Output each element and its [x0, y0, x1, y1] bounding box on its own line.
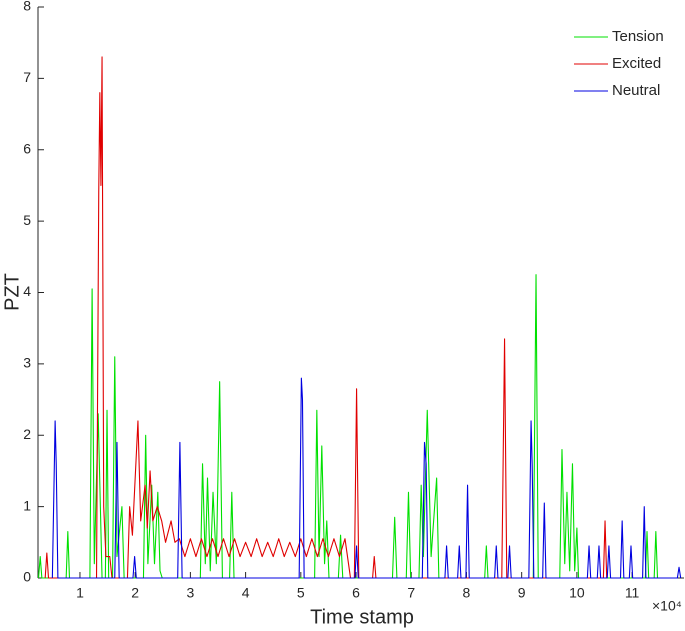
x-tick-label: 6	[352, 585, 360, 601]
x-tick-label: 1	[76, 585, 84, 601]
x-tick-label: 9	[518, 585, 526, 601]
legend-box	[561, 19, 681, 112]
x-tick-label: 10	[569, 585, 585, 601]
y-axis-label: PZT	[1, 273, 23, 311]
y-tick-label: 0	[23, 569, 31, 585]
x-tick-label: 11	[625, 585, 640, 601]
y-tick-label: 1	[23, 497, 31, 513]
series-line	[44, 56, 608, 579]
x-tick-label: 8	[463, 585, 471, 601]
y-tick-label: 3	[23, 355, 31, 371]
y-tick-label: 4	[23, 283, 31, 299]
x-multiplier: ×10⁴	[652, 598, 682, 614]
x-tick-label: 7	[407, 585, 415, 601]
y-tick-label: 5	[23, 212, 31, 228]
y-tick-label: 8	[23, 0, 31, 14]
x-tick-label: 5	[297, 585, 305, 601]
y-tick-label: 6	[23, 140, 31, 156]
x-tick-label: 2	[131, 585, 139, 601]
x-tick-label: 3	[186, 585, 194, 601]
y-tick-label: 2	[23, 426, 31, 442]
legend-label: Neutral	[612, 82, 660, 99]
y-tick-label: 7	[23, 69, 31, 85]
x-tick-label: 4	[242, 585, 250, 601]
x-axis-label: Time stamp	[310, 606, 414, 628]
series-line	[38, 274, 659, 579]
series-line	[51, 377, 682, 579]
legend-label: Excited	[612, 55, 661, 72]
legend-label: Tension	[612, 28, 664, 45]
